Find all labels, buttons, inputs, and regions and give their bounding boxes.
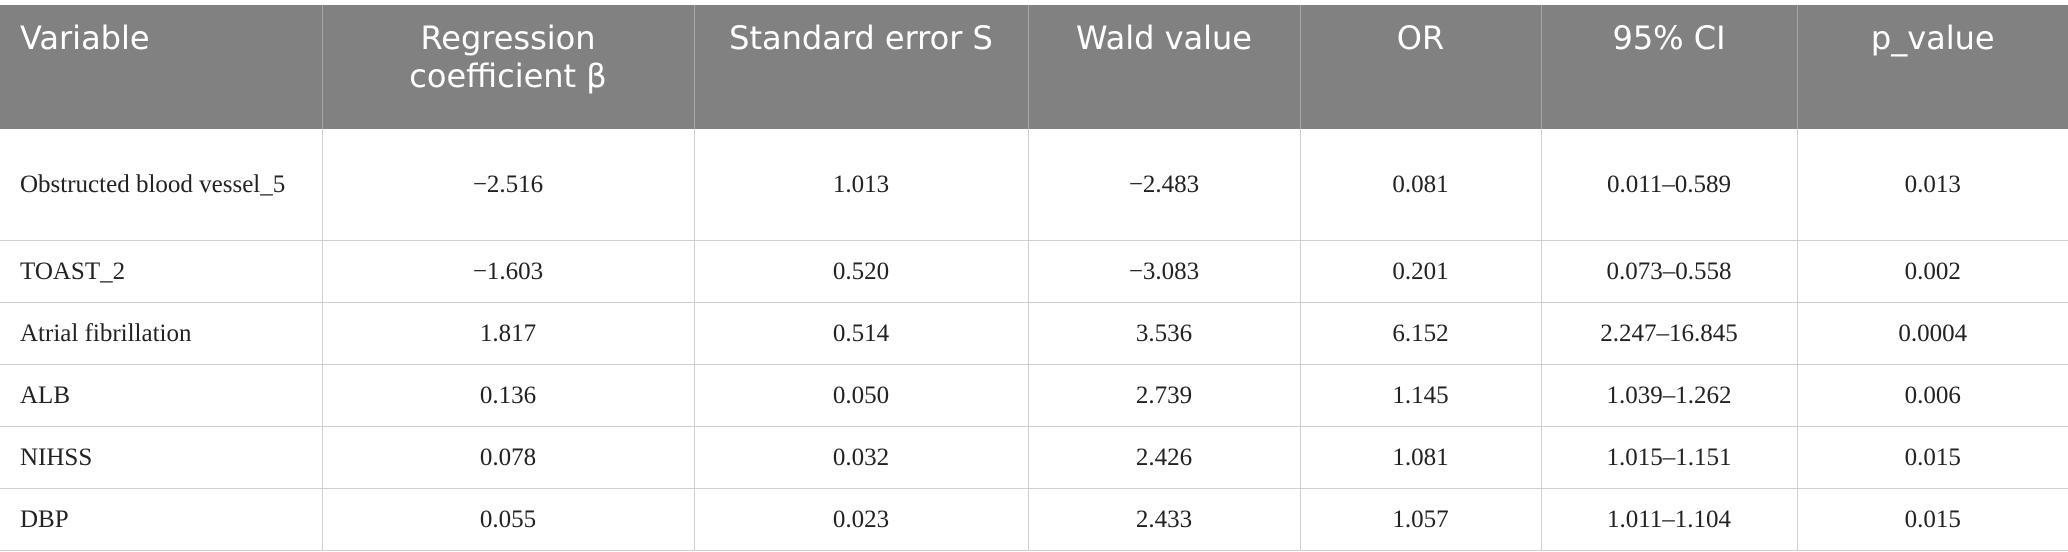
header-cell: p_value [1796,5,2068,129]
value-cell: 1.081 [1299,426,1541,489]
header-cell: Wald value [1027,5,1300,129]
value-cell: 1.145 [1299,364,1541,427]
value-cell: 0.050 [693,364,1028,427]
table-row: NIHSS 0.078 0.032 2.426 1.081 1.015–1.151 0.01… [0,426,2068,489]
header-cell: OR [1299,5,1541,129]
value-cell: −2.516 [321,129,694,241]
value-cell: 1.015–1.151 [1540,426,1797,489]
value-cell: 1.817 [321,302,694,365]
value-cell: 0.520 [693,240,1028,303]
value-cell: 2.426 [1027,426,1300,489]
value-cell: 3.536 [1027,302,1300,365]
value-cell: 1.013 [693,129,1028,241]
value-cell: −2.483 [1027,129,1300,241]
value-cell: 1.011–1.104 [1540,488,1797,551]
variable-cell: Obstructed blood vessel_5 [0,129,322,241]
value-cell: 0.023 [693,488,1028,551]
value-cell: 0.201 [1299,240,1541,303]
value-cell: 0.032 [693,426,1028,489]
header-cell: 95% CI [1540,5,1797,129]
header-row: Variable Regression coefficient β Standard… [0,5,2068,129]
value-cell: 0.006 [1796,364,2068,427]
value-cell: 0.002 [1796,240,2068,303]
table-row: DBP 0.055 0.023 2.433 1.057 1.011–1.104 0.015 [0,488,2068,551]
value-cell: 1.057 [1299,488,1541,551]
table-row: Atrial fibrillation 1.817 0.514 3.536 6.152 2… [0,302,2068,365]
page: Variable Regression coefficient β Standard… [0,5,2068,552]
table-row: Obstructed blood vessel_5 −2.516 1.013 −2.4… [0,129,2068,241]
value-cell: −1.603 [321,240,694,303]
value-cell: 0.055 [321,488,694,551]
value-cell: 1.039–1.262 [1540,364,1797,427]
header-cell: Standard error S [693,5,1028,129]
value-cell: 2.247–16.845 [1540,302,1797,365]
value-cell: 0.081 [1299,129,1541,241]
value-cell: 0.136 [321,364,694,427]
value-cell: 0.514 [693,302,1028,365]
header-cell: Regression coefficient β [321,5,694,129]
value-cell: 0.078 [321,426,694,489]
value-cell: 0.0004 [1796,302,2068,365]
variable-cell: TOAST_2 [0,240,322,303]
regression-table: Variable Regression coefficient β Standard… [0,5,2068,551]
table-row: TOAST_2 −1.603 0.520 −3.083 0.201 0.073–0.558… [0,240,2068,303]
value-cell: 0.015 [1796,488,2068,551]
variable-cell: Atrial fibrillation [0,302,322,365]
table-row: ALB 0.136 0.050 2.739 1.145 1.039–1.262 0.006 [0,364,2068,427]
value-cell: 2.433 [1027,488,1300,551]
value-cell: −3.083 [1027,240,1300,303]
header-cell: Variable [0,5,322,129]
value-cell: 0.011–0.589 [1540,129,1797,241]
value-cell: 2.739 [1027,364,1300,427]
variable-cell: ALB [0,364,322,427]
value-cell: 0.015 [1796,426,2068,489]
value-cell: 6.152 [1299,302,1541,365]
variable-cell: DBP [0,488,322,551]
value-cell: 0.073–0.558 [1540,240,1797,303]
variable-cell: NIHSS [0,426,322,489]
value-cell: 0.013 [1796,129,2068,241]
